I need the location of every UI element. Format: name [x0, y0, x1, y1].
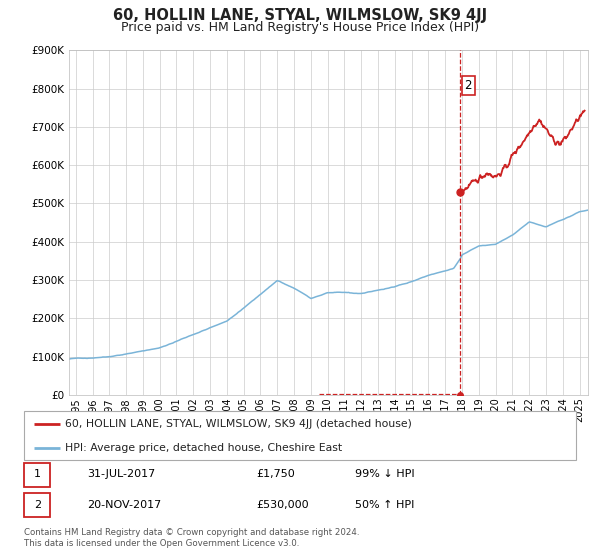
Text: 99% ↓ HPI: 99% ↓ HPI: [355, 469, 415, 479]
Text: 60, HOLLIN LANE, STYAL, WILMSLOW, SK9 4JJ: 60, HOLLIN LANE, STYAL, WILMSLOW, SK9 4J…: [113, 8, 487, 24]
Text: 60, HOLLIN LANE, STYAL, WILMSLOW, SK9 4JJ (detached house): 60, HOLLIN LANE, STYAL, WILMSLOW, SK9 4J…: [65, 419, 412, 429]
Text: 50% ↑ HPI: 50% ↑ HPI: [355, 500, 415, 510]
Text: £530,000: £530,000: [256, 500, 308, 510]
Text: 2: 2: [34, 500, 41, 510]
Text: 1: 1: [34, 469, 41, 479]
Text: 20-NOV-2017: 20-NOV-2017: [88, 500, 162, 510]
Text: This data is licensed under the Open Government Licence v3.0.: This data is licensed under the Open Gov…: [24, 539, 299, 548]
Text: Price paid vs. HM Land Registry's House Price Index (HPI): Price paid vs. HM Land Registry's House …: [121, 21, 479, 34]
FancyBboxPatch shape: [24, 493, 50, 517]
FancyBboxPatch shape: [24, 463, 50, 487]
Text: Contains HM Land Registry data © Crown copyright and database right 2024.: Contains HM Land Registry data © Crown c…: [24, 528, 359, 536]
Text: 31-JUL-2017: 31-JUL-2017: [88, 469, 156, 479]
FancyBboxPatch shape: [24, 411, 576, 460]
Text: £1,750: £1,750: [256, 469, 295, 479]
Text: HPI: Average price, detached house, Cheshire East: HPI: Average price, detached house, Ches…: [65, 442, 343, 452]
Text: 2: 2: [464, 78, 472, 92]
